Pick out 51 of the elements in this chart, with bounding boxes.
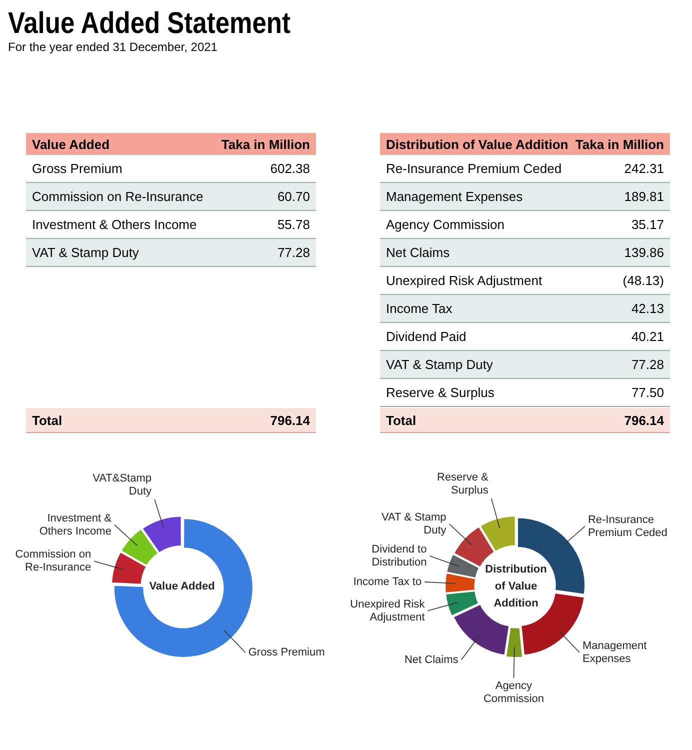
- text: For the year ended 31 December, 2021: [8, 40, 218, 54]
- slice-label: Income Tax to: [353, 576, 422, 588]
- slice-label: Agency Commission: [483, 680, 544, 705]
- text: 242.31: [624, 161, 664, 176]
- text: 77.50: [631, 385, 664, 400]
- text: 796.14: [270, 412, 310, 428]
- text: 189.81: [624, 189, 664, 204]
- text: Re-Insurance Premium Ceded: [386, 161, 562, 176]
- slice-label: VAT & Stamp Duty: [381, 511, 447, 536]
- text: 602.38: [270, 161, 310, 176]
- text: Management Expenses: [386, 189, 523, 204]
- slice-label: Unexpired Risk Adjustment: [350, 598, 426, 624]
- text: Value Added: [149, 580, 215, 593]
- text: Investment & Others Income: [32, 217, 197, 232]
- text: 77.28: [631, 357, 664, 372]
- slice-label: Re-Insurance Premium Ceded: [588, 514, 668, 539]
- text: Distribution of Value Addition: [386, 136, 568, 152]
- text: Income Tax: [386, 301, 452, 316]
- text: Commission on Re-Insurance: [32, 189, 204, 204]
- text: VAT & Stamp Duty: [386, 357, 493, 372]
- text: Agency Commission: [386, 217, 504, 232]
- text: 40.21: [631, 329, 664, 344]
- text: 796.14: [624, 412, 664, 428]
- slice-label: Investment & Others Income: [39, 512, 112, 538]
- text: Total: [386, 412, 416, 428]
- text: Dividend Paid: [386, 329, 466, 344]
- slice-label: Management Expenses: [582, 640, 647, 665]
- text: Reserve & Surplus: [386, 385, 494, 400]
- text: Net Claims: [386, 245, 450, 260]
- text: VAT & Stamp Duty: [32, 245, 139, 260]
- text: 35.17: [631, 217, 664, 232]
- slice-label: Reserve & Surplus: [437, 471, 490, 496]
- text: Value Added: [32, 136, 110, 152]
- slice-label: Dividend to Distribution: [372, 544, 427, 569]
- slice-label: Commission on Re-Insurance: [15, 548, 92, 574]
- text: Value Added Statement: [8, 7, 290, 40]
- text: Distribution of Value Addition: [485, 564, 548, 610]
- text: (48.13): [622, 273, 664, 288]
- text: Total: [32, 412, 62, 428]
- text: 77.28: [277, 245, 310, 260]
- text: Gross Premium: [32, 161, 122, 176]
- text: 55.78: [277, 217, 310, 232]
- text: 139.86: [624, 245, 664, 260]
- text: 60.70: [277, 189, 310, 204]
- text: 42.13: [631, 301, 664, 316]
- slice-label: VAT&Stamp Duty: [92, 472, 152, 498]
- slice-label: Gross Premium: [248, 646, 325, 659]
- text: Unexpired Risk Adjustment: [386, 273, 542, 288]
- text: Taka in Million: [575, 136, 664, 152]
- text: Taka in Million: [221, 136, 310, 152]
- slice-label: Net Claims: [404, 654, 459, 666]
